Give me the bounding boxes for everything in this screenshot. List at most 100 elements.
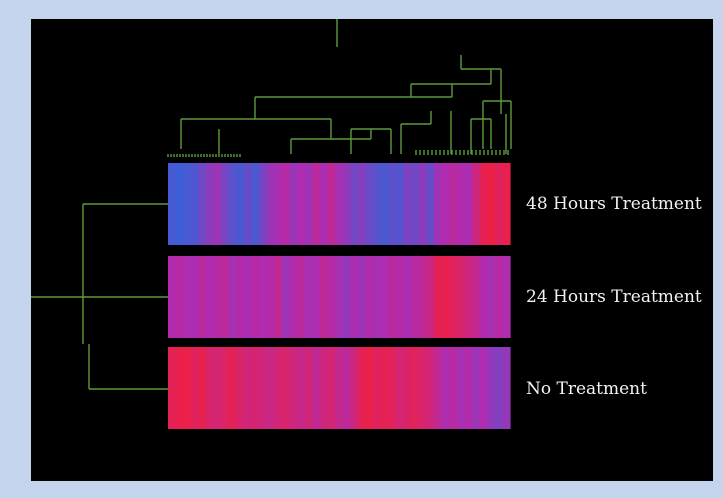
heatmap-cell xyxy=(183,347,192,429)
heatmap-cell xyxy=(274,163,283,245)
heatmap-cell xyxy=(479,256,488,338)
heatmap-cell xyxy=(274,347,283,429)
heatmap-cell xyxy=(297,256,306,338)
heatmap-cell xyxy=(198,347,207,429)
heatmap-cell xyxy=(175,163,184,245)
heatmap-cell xyxy=(320,256,329,338)
heatmap-cell xyxy=(350,163,359,245)
heatmap-cell xyxy=(426,256,435,338)
heatmap-cell xyxy=(221,163,230,245)
heatmap-cell xyxy=(320,347,329,429)
heatmap-cell xyxy=(456,163,465,245)
heatmap-chart xyxy=(31,19,512,429)
heatmap-cell xyxy=(396,256,405,338)
heatmap-cell xyxy=(236,163,245,245)
heatmap-cell xyxy=(251,256,260,338)
heatmap-cell xyxy=(411,256,420,338)
heatmap-body xyxy=(168,163,511,429)
heatmap-cell xyxy=(244,347,253,429)
heatmap-cell xyxy=(464,256,473,338)
heatmap-cell xyxy=(380,256,389,338)
row-dendrogram xyxy=(31,203,168,390)
heatmap-cell xyxy=(168,163,177,245)
heatmap-cell xyxy=(396,347,405,429)
heatmap-cell xyxy=(259,347,268,429)
heatmap-cell xyxy=(487,163,496,245)
heatmap-cell xyxy=(342,256,351,338)
heatmap-cell xyxy=(426,163,435,245)
heatmap-cell xyxy=(472,347,481,429)
heatmap-cell xyxy=(190,163,199,245)
heatmap-cell xyxy=(350,347,359,429)
heatmap-cell xyxy=(190,256,199,338)
heatmap-cell xyxy=(304,256,313,338)
heatmap-cell xyxy=(289,256,298,338)
heatmap-cell xyxy=(259,163,268,245)
heatmap-cell xyxy=(418,256,427,338)
heatmap-cell xyxy=(411,163,420,245)
heatmap-cell xyxy=(388,347,397,429)
heatmap-cell xyxy=(335,256,344,338)
heatmap-cell xyxy=(289,347,298,429)
heatmap-cell xyxy=(358,256,367,338)
heatmap-cell xyxy=(312,163,321,245)
heatmap-cell xyxy=(183,163,192,245)
heatmap-cell xyxy=(456,256,465,338)
heatmap-cell xyxy=(426,347,435,429)
heatmap-cell xyxy=(206,256,215,338)
heatmap-cell xyxy=(312,256,321,338)
heatmap-cell xyxy=(388,256,397,338)
heatmap-cell xyxy=(380,347,389,429)
heatmap-cell xyxy=(304,347,313,429)
heatmap-cell xyxy=(373,256,382,338)
heatmap-cell xyxy=(449,347,458,429)
heatmap-cell xyxy=(403,163,412,245)
heatmap-cell xyxy=(365,256,374,338)
heatmap-cell xyxy=(213,163,222,245)
heatmap-cell xyxy=(228,163,237,245)
heatmap-cell xyxy=(494,163,503,245)
heatmap-cell xyxy=(403,256,412,338)
heatmap-cell xyxy=(259,256,268,338)
heatmap-cell xyxy=(388,163,397,245)
heatmap-cell xyxy=(434,347,443,429)
heatmap-cell xyxy=(228,347,237,429)
heatmap-cell xyxy=(342,163,351,245)
heatmap-cell xyxy=(472,256,481,338)
heatmap-cell xyxy=(304,163,313,245)
heatmap-cell xyxy=(190,347,199,429)
heatmap-cell xyxy=(327,163,336,245)
heatmap-cell xyxy=(175,347,184,429)
heatmap-cell xyxy=(434,163,443,245)
heatmap-cell xyxy=(236,347,245,429)
heatmap-cell xyxy=(266,256,275,338)
row-label-48-hours: 48 Hours Treatment xyxy=(526,194,702,214)
heatmap-cell xyxy=(373,163,382,245)
heatmap-cell xyxy=(244,163,253,245)
heatmap-cell xyxy=(282,163,291,245)
heatmap-cell xyxy=(396,163,405,245)
heatmap-cell xyxy=(206,163,215,245)
heatmap-cell xyxy=(327,256,336,338)
heatmap-cell xyxy=(198,163,207,245)
heatmap-cell xyxy=(472,163,481,245)
heatmap-cell xyxy=(441,347,450,429)
heatmap-cell xyxy=(434,256,443,338)
heatmap-cell xyxy=(479,163,488,245)
heatmap-cell xyxy=(297,163,306,245)
heatmap-cell xyxy=(350,256,359,338)
heatmap-cell xyxy=(168,256,177,338)
heatmap-cell xyxy=(487,256,496,338)
heatmap-cell xyxy=(221,256,230,338)
heatmap-cell xyxy=(373,347,382,429)
heatmap-cell xyxy=(464,163,473,245)
heatmap-cell xyxy=(418,347,427,429)
heatmap-cell xyxy=(479,347,488,429)
heatmap-cell xyxy=(411,347,420,429)
heatmap-cell xyxy=(213,256,222,338)
heatmap-cell xyxy=(175,256,184,338)
heatmap-cell xyxy=(418,163,427,245)
heatmap-cell xyxy=(327,347,336,429)
heatmap-cell xyxy=(358,347,367,429)
heatmap-cell xyxy=(297,347,306,429)
